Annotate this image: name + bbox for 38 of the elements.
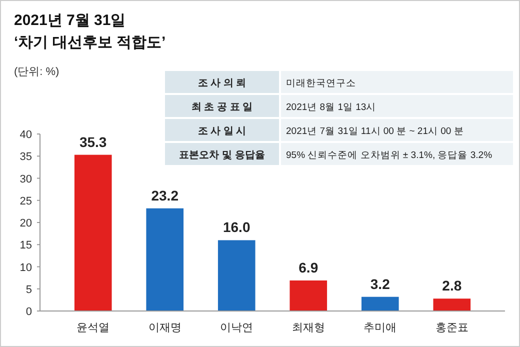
y-tick-label: 5 — [26, 284, 32, 296]
annotation: 표본오차 및 응답율 — [179, 150, 265, 161]
y-tick-label: 20 — [20, 218, 32, 230]
bar — [74, 154, 112, 311]
y-tick-label: 10 — [20, 262, 32, 274]
y-tick-label: 35 — [20, 151, 32, 164]
y-axis-title: (단위: %) — [14, 66, 60, 78]
data-label: 35.3 — [79, 134, 107, 150]
y-tick-label: 0 — [26, 306, 32, 318]
data-label: 2.8 — [442, 278, 462, 294]
x-tick-label: 홍준표 — [435, 322, 468, 334]
info-table-row: 조 사 의 뢰 미래한국연구소 — [163, 69, 515, 95]
chart-title: 2021년 7월 31일 — [14, 12, 126, 29]
x-tick-label: 최재형 — [292, 322, 325, 334]
info-table-row: 최 초 공 표 일 2021년 8월 1일 13시 — [163, 93, 515, 119]
bar — [433, 298, 471, 311]
data-label: 3.2 — [370, 276, 390, 292]
chart-subtitle: ‘차기 대선후보 적합도’ — [14, 34, 166, 51]
bar — [218, 240, 256, 311]
y-tick-label: 25 — [20, 195, 32, 208]
annotation: 95% 신뢰수준에 오차범위 ± 3.1%, 응답율 3.2% — [286, 150, 493, 161]
data-label: 16.0 — [222, 219, 250, 236]
data-label: 23.2 — [151, 187, 179, 204]
x-tick-label: 이재명 — [148, 322, 182, 334]
bar — [361, 296, 399, 311]
bar — [290, 280, 328, 311]
annotation: 조 사 일 시 — [198, 126, 246, 137]
bar — [146, 208, 184, 311]
x-tick-label: 이낙연 — [220, 322, 254, 334]
y-tick-label: 15 — [20, 240, 32, 252]
x-tick-label: 윤석열 — [76, 322, 110, 334]
data-label: 6.9 — [298, 259, 318, 276]
info-table-row: 표본오차 및 응답율 95% 신뢰수준에 오차범위 ± 3.1%, 응답율 3.2% — [163, 141, 515, 167]
x-tick-label: 추미애 — [364, 322, 397, 334]
info-table-row: 조 사 일 시 2021년 7월 31일 11시 00 분 ~ 21시 00 분 — [163, 117, 515, 143]
annotation: 2021년 7월 31일 11시 00 분 ~ 21시 00 분 — [286, 126, 464, 137]
y-tick-label: 40 — [20, 129, 32, 141]
y-tick-label: 30 — [20, 173, 32, 186]
